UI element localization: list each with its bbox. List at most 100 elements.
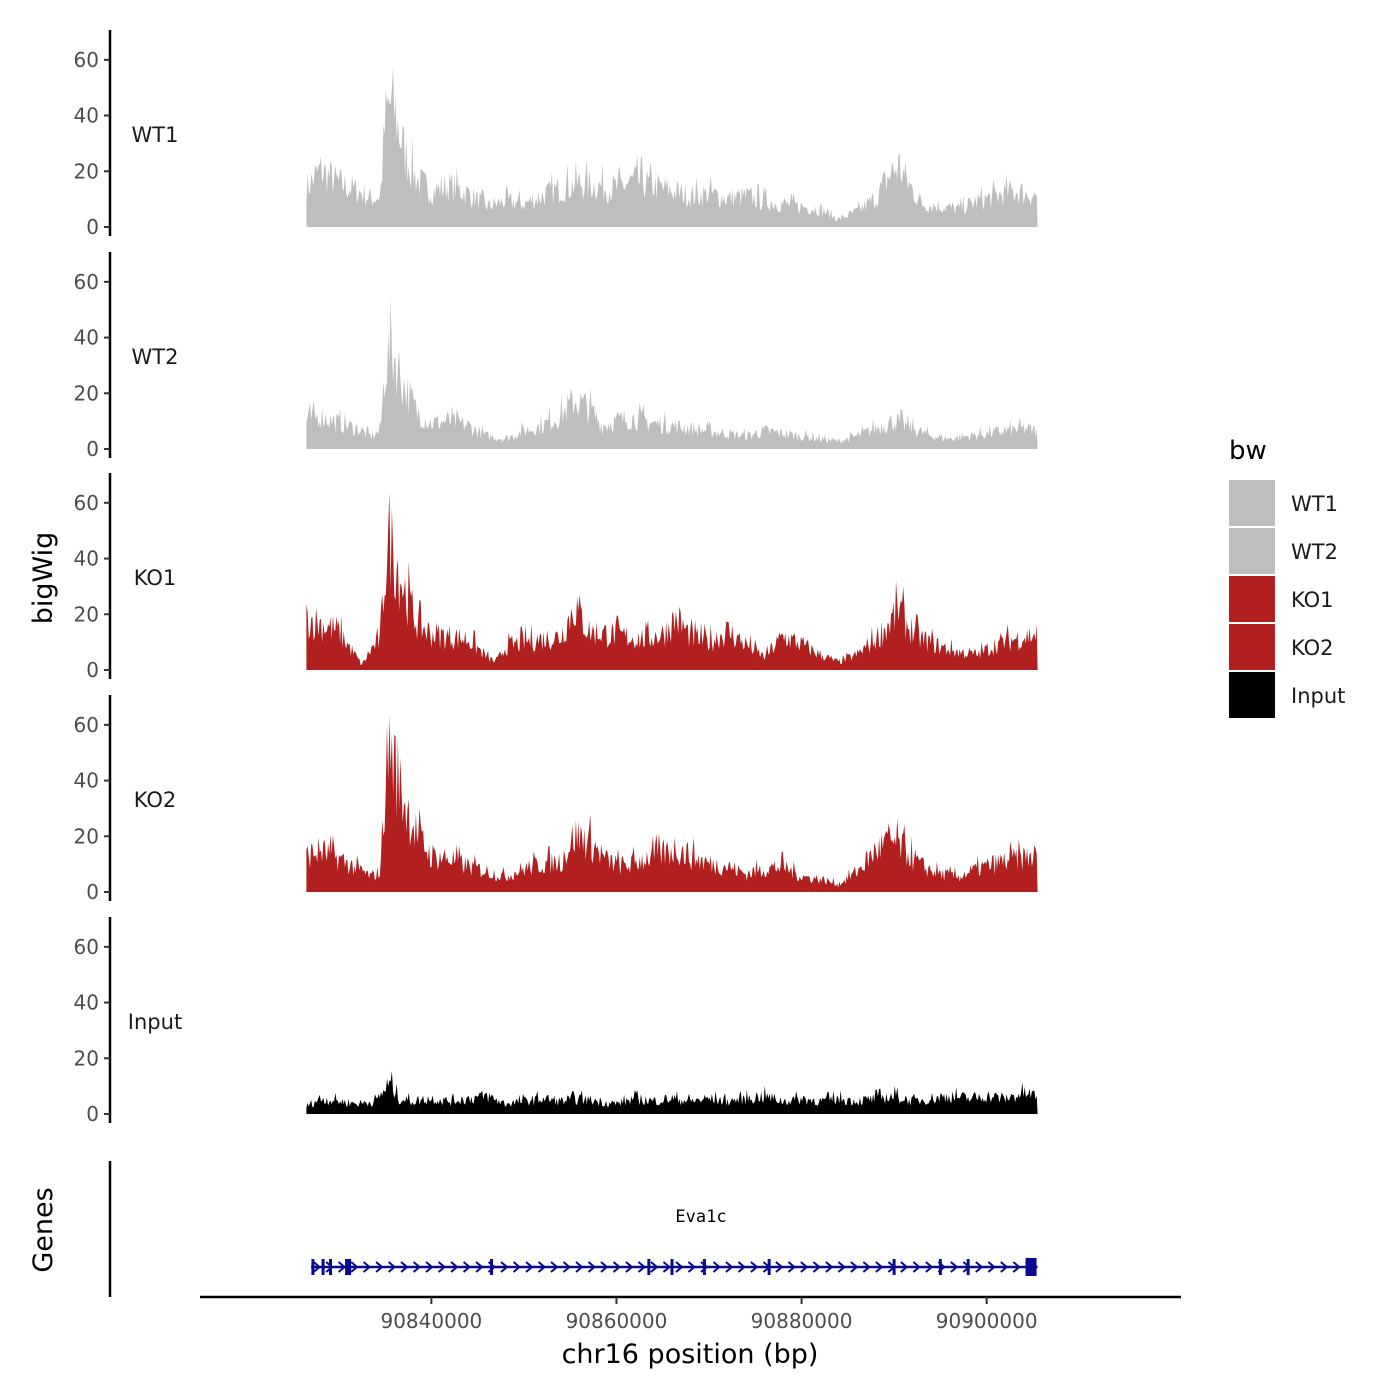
y-tick-label: 40: [74, 326, 99, 350]
y-tick-label: 0: [86, 1102, 99, 1126]
exon: [311, 1259, 315, 1275]
strand-arrow: [712, 1261, 721, 1273]
strand-arrow: [550, 1261, 559, 1273]
exon: [938, 1259, 942, 1275]
strand-arrow: [425, 1261, 434, 1273]
y-tick-label: 0: [86, 880, 99, 904]
strand-arrow: [925, 1261, 934, 1273]
strand-arrow: [600, 1261, 609, 1273]
exon: [321, 1259, 325, 1275]
strand-arrow: [475, 1261, 484, 1273]
track-label-wt1: WT1: [132, 123, 179, 147]
y-tick-label: 0: [86, 215, 99, 239]
strand-arrow: [912, 1261, 921, 1273]
strand-arrow: [950, 1261, 959, 1273]
x-tick-label: 90860000: [566, 1309, 668, 1333]
coverage-area-wt2: [306, 297, 1038, 449]
coverage-tracks: 0 20 40 60 WT1 0 20 40 60 WT2 0 20 40 60 KO1 0 20 40 60 KO2…: [74, 30, 1038, 1126]
legend-label-wt2: WT2: [1291, 540, 1338, 564]
exon: [328, 1259, 332, 1275]
strand-arrow: [650, 1261, 659, 1273]
track-label-input: Input: [128, 1010, 182, 1034]
track-ko2: 0 20 40 60 KO2: [74, 695, 1038, 904]
strand-arrow: [775, 1261, 784, 1273]
strand-arrow: [800, 1261, 809, 1273]
x-tick-label: 90880000: [751, 1309, 853, 1333]
y-tick-label: 40: [74, 769, 99, 793]
strand-arrow: [987, 1261, 996, 1273]
legend-label-ko2: KO2: [1291, 636, 1334, 660]
strand-arrow: [575, 1261, 584, 1273]
strand-arrow: [312, 1261, 322, 1273]
strand-arrow: [587, 1261, 597, 1273]
y-tick-label: 40: [74, 104, 99, 128]
y-tick-label: 60: [74, 935, 99, 959]
strand-arrow: [850, 1261, 859, 1273]
strand-arrow: [337, 1261, 347, 1273]
y-tick-label: 0: [86, 437, 99, 461]
strand-arrow: [412, 1261, 422, 1273]
coverage-area-ko2: [306, 715, 1038, 892]
strand-arrow: [812, 1261, 821, 1273]
track-label-wt2: WT2: [132, 345, 179, 369]
track-label-ko2: KO2: [134, 788, 177, 812]
strand-arrow: [725, 1261, 734, 1273]
strand-arrow: [325, 1261, 334, 1273]
legend-key-ko1: [1229, 576, 1275, 622]
genes-track-title: Genes: [28, 1187, 59, 1272]
genes-track: [108, 1161, 1038, 1297]
coverage-area-ko1: [306, 492, 1038, 670]
y-axis-title: bigWig: [28, 532, 59, 625]
legend-key-wt1: [1229, 480, 1275, 526]
y-tick-label: 20: [74, 159, 99, 183]
exon: [647, 1259, 651, 1275]
strand-arrow: [462, 1261, 472, 1273]
legend-label-input: Input: [1291, 684, 1345, 708]
track-wt1: 0 20 40 60 WT1: [74, 30, 1038, 239]
strand-arrow: [525, 1261, 534, 1273]
exon: [892, 1259, 896, 1275]
coverage-area-wt1: [306, 66, 1038, 227]
strand-arrow: [350, 1261, 359, 1273]
strand-arrow: [637, 1261, 647, 1273]
exon: [767, 1259, 771, 1275]
strand-arrow: [837, 1261, 846, 1273]
strand-arrow: [737, 1261, 746, 1273]
strand-arrow: [612, 1261, 622, 1273]
legend-label-ko1: KO1: [1291, 588, 1334, 612]
legend-title: bw: [1229, 436, 1267, 466]
strand-arrow: [675, 1261, 684, 1273]
coverage-area-input: [306, 1071, 1038, 1114]
y-tick-label: 20: [74, 381, 99, 405]
track-label-ko1: KO1: [134, 566, 177, 590]
legend-label-wt1: WT1: [1291, 492, 1338, 516]
strand-arrow: [400, 1261, 409, 1273]
strand-arrow: [900, 1261, 909, 1273]
y-tick-label: 20: [74, 1046, 99, 1070]
legend: WT1 WT2 KO1 KO2 Input: [1229, 480, 1345, 718]
track-input: 0 20 40 60 Input: [74, 917, 1038, 1126]
exon: [670, 1259, 674, 1275]
strand-arrow: [1012, 1261, 1021, 1273]
strand-arrow: [875, 1261, 884, 1273]
strand-arrow: [750, 1261, 759, 1273]
strand-arrow: [537, 1261, 547, 1273]
gene-name-label: Eva1c: [675, 1207, 726, 1227]
legend-key-wt2: [1229, 528, 1275, 574]
exon: [345, 1259, 352, 1275]
y-tick-label: 40: [74, 547, 99, 571]
y-tick-label: 0: [86, 658, 99, 682]
strand-arrow: [625, 1261, 634, 1273]
track-ko1: 0 20 40 60 KO1: [74, 473, 1038, 682]
legend-key-input: [1229, 672, 1275, 718]
y-tick-label: 60: [74, 270, 99, 294]
strand-arrow: [362, 1261, 372, 1273]
x-tick-label: 90840000: [380, 1309, 482, 1333]
strand-arrow: [387, 1261, 397, 1273]
y-tick-label: 60: [74, 491, 99, 515]
y-tick-label: 40: [74, 991, 99, 1015]
strand-arrow: [512, 1261, 522, 1273]
y-tick-label: 20: [74, 824, 99, 848]
exon: [1025, 1258, 1037, 1276]
